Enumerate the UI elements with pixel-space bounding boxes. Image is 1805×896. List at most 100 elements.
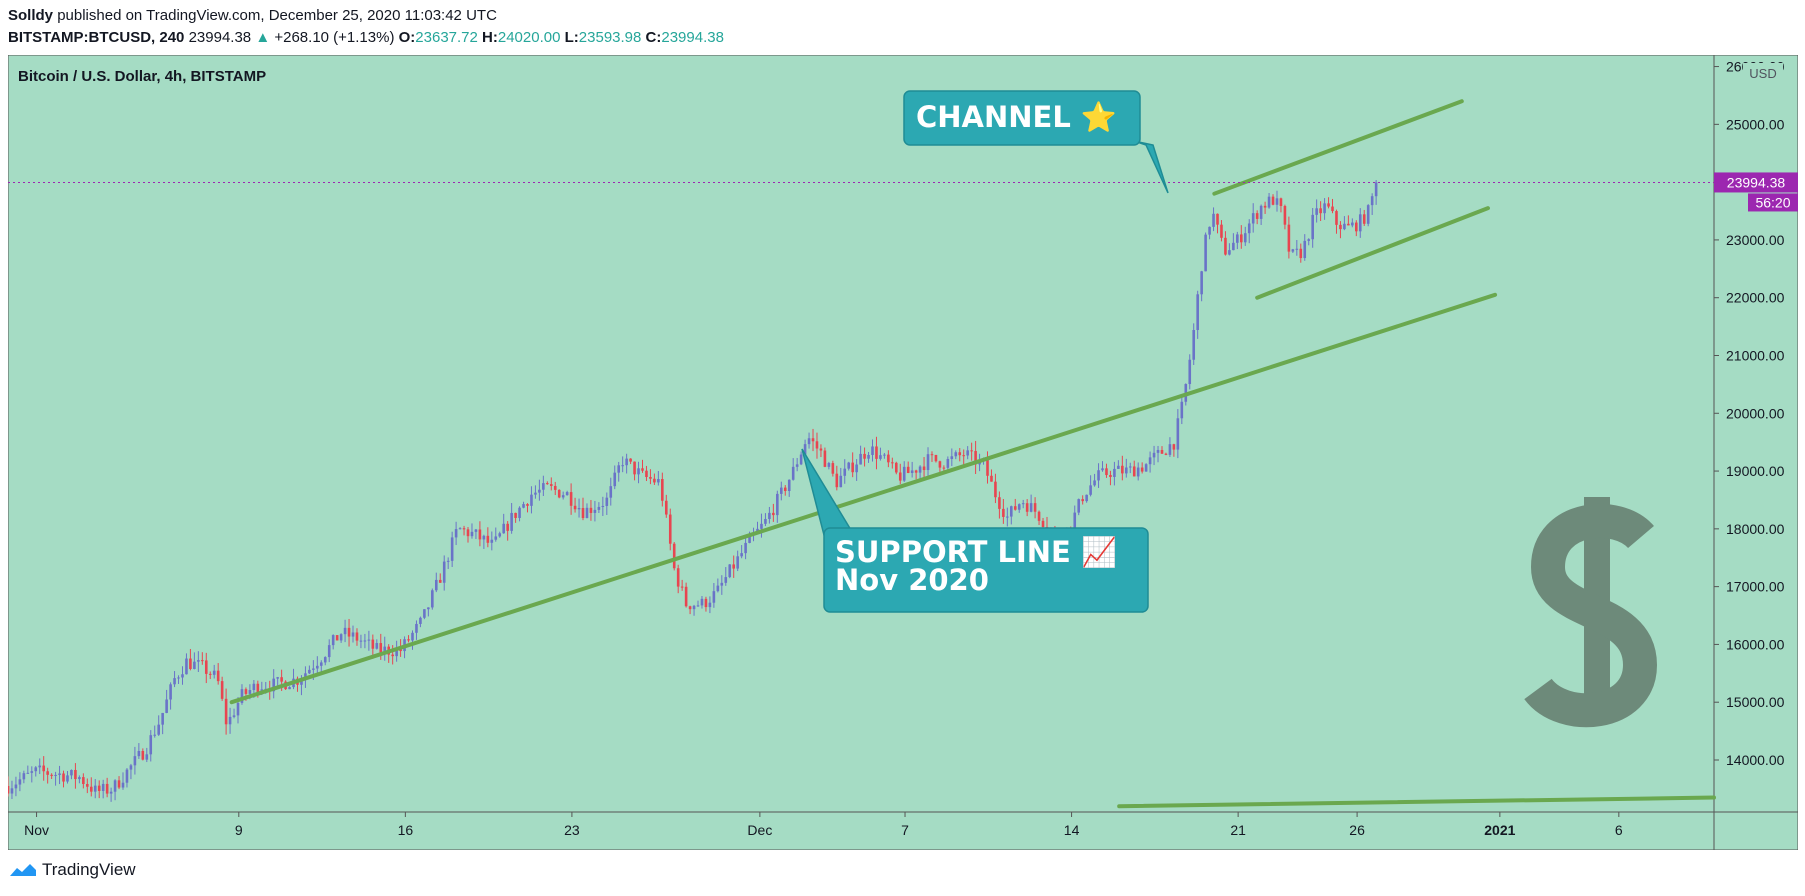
candle-body [787,479,791,492]
candle-body [224,698,228,725]
candle-body [478,529,482,540]
candle-body [1029,503,1033,512]
candle-body [970,450,973,452]
candle-body [252,683,256,691]
candle-body [1176,418,1180,450]
candle-body [613,472,617,487]
candle-body [50,774,53,776]
channel-callout-pointer [1133,140,1169,194]
price-change: +268.10 (+1.13%) [274,29,395,46]
candle-body [712,591,716,603]
price-tick-label: 20000.00 [1726,405,1785,421]
candle-body [668,514,672,544]
candle-body [1117,465,1120,469]
candle-body [1105,468,1108,476]
candle-body [1085,494,1088,502]
candle-body [843,468,847,476]
channel-callout-text: CHANNEL ⭐ [916,100,1117,134]
candle-body [1113,468,1116,477]
candle-body [708,602,712,608]
candle-body [1128,466,1132,468]
candle-body [458,528,462,530]
candle-body [1236,234,1239,243]
candle-body [431,590,434,608]
candle-body [1374,182,1378,197]
candle-body [415,623,418,633]
candle-body [105,783,109,794]
candle-body [101,783,105,791]
candle-body [244,689,248,694]
footer-brand[interactable]: TradingView [42,860,136,879]
candle-body [1156,449,1160,453]
candle-body [783,487,787,492]
candle-body [577,508,581,510]
candle-body [534,492,537,495]
candle-body [1002,508,1005,517]
candle-body [918,466,922,473]
candle-body [58,773,61,775]
high-value: 24020.00 [497,29,561,46]
candle-body [522,504,525,508]
time-tick-label: 2021 [1484,822,1515,838]
candle-body [1255,213,1259,219]
currency-label[interactable]: USD [1749,66,1776,81]
candle-body [82,777,85,785]
candle-body [1121,465,1124,474]
last-price: 23994.38 [188,29,252,46]
candle-body [1172,444,1176,450]
candle-body [1347,223,1350,226]
candle-body [760,523,763,529]
price-tick-label: 21000.00 [1726,347,1785,363]
candle-body [736,556,739,569]
candle-body [256,683,260,692]
low-value: 23593.98 [578,29,642,46]
candle-body [343,627,347,635]
candle-body [1355,222,1358,232]
candle-body [1343,223,1346,230]
candle-body [1200,271,1203,295]
candle-body [609,486,613,498]
candle-body [1307,239,1311,241]
candle-body [10,788,14,794]
candle-body [498,533,502,537]
candle-body [1232,242,1235,251]
candle-body [490,539,494,543]
dollar-sign-icon [1524,497,1658,728]
candle-body [434,579,438,591]
candle-body [18,779,22,785]
candle-body [633,461,636,475]
candle-body [189,658,192,669]
candle-body [74,769,77,780]
candle-body [867,454,870,459]
candle-body [720,582,724,586]
candle-body [617,465,621,473]
candle-body [926,454,930,471]
candle-body [994,481,997,498]
publish-info: published on TradingView.com, December 2… [57,7,497,24]
trendline-long_term [1117,795,1716,809]
candle-body [986,459,989,476]
candle-body [212,670,216,675]
candle-body [157,724,160,735]
candle-body [1271,196,1275,205]
candle-body [173,678,176,685]
candle-body [248,690,252,694]
candle-body [684,586,688,607]
price-chart[interactable]: 14000.00 15000.00 16000.00 17000.00 18000.00… [8,55,1798,850]
open-value: 23637.72 [415,29,478,46]
channel-callout[interactable]: CHANNEL ⭐ [903,90,1169,194]
candle-body [791,466,795,480]
candle-body [692,605,696,610]
author-name[interactable]: Solldy [8,7,54,24]
support-callout-line1: SUPPORT LINE 📈 [835,535,1117,569]
candle-body [680,586,684,588]
candle-body [732,564,736,569]
candle-body [411,632,414,641]
candle-body [165,699,168,713]
candle-body [161,712,164,725]
candle-body [561,495,565,498]
candle-body [129,765,133,770]
support-callout[interactable]: SUPPORT LINE 📈 Nov 2020 [801,448,1149,613]
symbol-label: BITSTAMP:BTCUSD, 240 [8,29,185,46]
candle-body [228,716,232,725]
